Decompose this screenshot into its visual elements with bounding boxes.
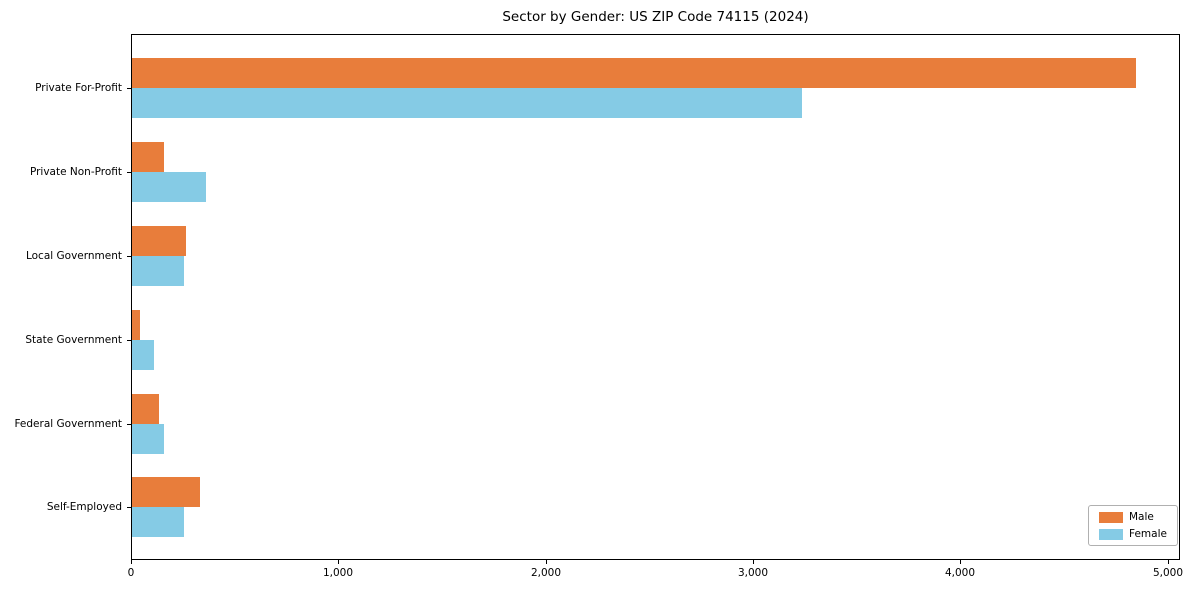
bar-female bbox=[132, 88, 802, 119]
x-tick bbox=[960, 560, 961, 564]
legend-label: Female bbox=[1129, 528, 1167, 540]
legend-swatch-female bbox=[1099, 528, 1123, 540]
y-tick-label: Private Non-Profit bbox=[29, 166, 122, 179]
bar-female bbox=[132, 507, 184, 538]
bar-male bbox=[132, 58, 1136, 89]
x-tick bbox=[338, 560, 339, 564]
x-tick bbox=[546, 560, 547, 564]
x-tick-label: 4,000 bbox=[944, 567, 976, 579]
bar-female bbox=[132, 423, 164, 454]
x-tick bbox=[131, 560, 132, 564]
legend-label: Male bbox=[1129, 511, 1154, 523]
legend-item-male: Male bbox=[1099, 511, 1167, 523]
x-tick bbox=[753, 560, 754, 564]
y-tick-label: Local Government bbox=[25, 249, 122, 262]
bar-female bbox=[132, 339, 154, 370]
x-tick-label: 2,000 bbox=[530, 567, 562, 579]
bar-female bbox=[132, 255, 184, 286]
bar-male bbox=[132, 142, 164, 173]
bar-male bbox=[132, 309, 140, 340]
y-tick bbox=[127, 423, 131, 425]
x-tick-label: 5,000 bbox=[1152, 567, 1184, 579]
y-tick-label: Self-Employed bbox=[46, 501, 122, 514]
chart-title: Sector by Gender: US ZIP Code 74115 (202… bbox=[502, 9, 809, 25]
y-tick-label: State Government bbox=[25, 333, 122, 346]
y-tick bbox=[127, 507, 131, 509]
x-tick bbox=[1168, 560, 1169, 564]
y-tick bbox=[127, 255, 131, 257]
y-tick bbox=[127, 88, 131, 90]
bar-female bbox=[132, 172, 206, 203]
legend-item-female: Female bbox=[1099, 528, 1167, 540]
bar-male bbox=[132, 477, 200, 508]
y-tick-label: Federal Government bbox=[14, 417, 122, 430]
bar-male bbox=[132, 225, 186, 256]
y-tick-label: Private For-Profit bbox=[35, 82, 122, 95]
y-tick bbox=[127, 172, 131, 174]
y-tick bbox=[127, 339, 131, 341]
legend: Male Female bbox=[1088, 505, 1178, 546]
x-tick-label: 0 bbox=[127, 567, 135, 579]
bar-male bbox=[132, 393, 159, 424]
x-tick-label: 1,000 bbox=[322, 567, 354, 579]
x-tick-label: 3,000 bbox=[737, 567, 769, 579]
legend-swatch-male bbox=[1099, 511, 1123, 523]
